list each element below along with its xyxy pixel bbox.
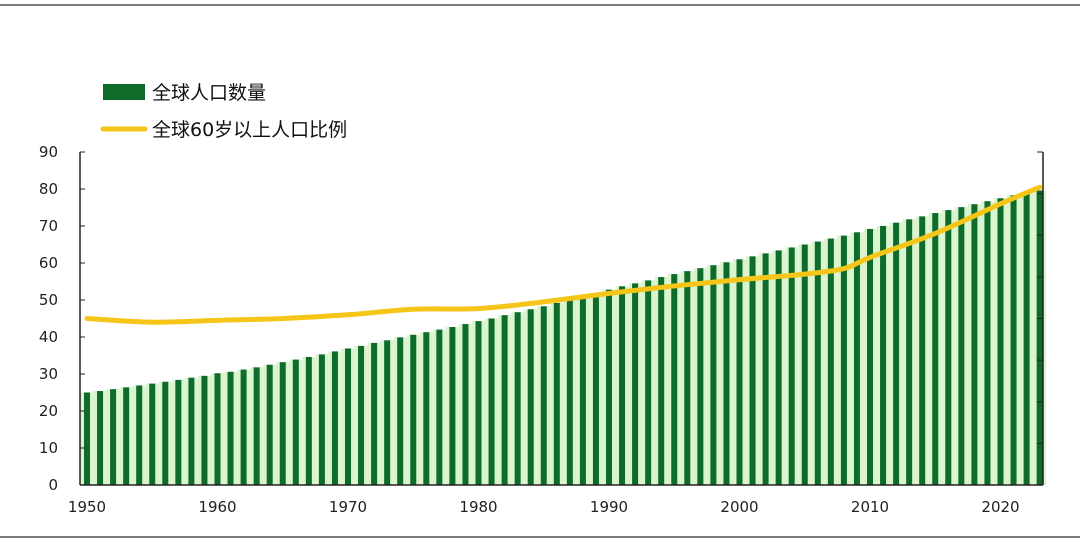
bar	[971, 204, 978, 486]
y-tick-label: 50	[39, 291, 58, 309]
x-tick-label: 1980	[459, 498, 497, 516]
bar	[514, 312, 521, 485]
top-border	[0, 4, 1080, 6]
x-tick-label: 1960	[198, 498, 236, 516]
bar	[110, 389, 117, 485]
legend-swatch-bars	[103, 84, 145, 100]
bar	[227, 371, 234, 485]
bar	[645, 280, 652, 485]
x-tick-label: 2020	[981, 498, 1019, 516]
bar	[436, 329, 443, 485]
y-tick-label: 60	[39, 254, 58, 272]
bar	[932, 213, 939, 486]
bar	[201, 375, 208, 485]
bar	[880, 226, 887, 485]
bar	[867, 228, 873, 485]
bar	[527, 309, 534, 485]
bar	[292, 359, 299, 485]
bar	[958, 207, 965, 485]
bar	[1036, 190, 1043, 486]
bar	[214, 373, 221, 485]
bar	[997, 198, 1004, 485]
bar	[97, 391, 104, 485]
bar	[684, 271, 691, 485]
bar	[566, 299, 573, 485]
bar	[488, 318, 495, 485]
bar	[331, 351, 338, 485]
bottom-border	[0, 536, 1080, 538]
bar	[553, 302, 560, 485]
bar	[449, 327, 456, 485]
bar	[1023, 192, 1030, 485]
bar	[1010, 195, 1017, 486]
x-tick-label: 1970	[329, 498, 367, 516]
bar	[632, 283, 639, 485]
bar	[266, 364, 273, 485]
bar	[358, 345, 365, 485]
bar	[540, 306, 547, 485]
bar	[423, 332, 430, 485]
x-tick-label: 2000	[720, 498, 758, 516]
legend-label-bars: 全球人口数量	[152, 82, 266, 104]
bar	[827, 238, 834, 485]
bar	[710, 265, 717, 485]
bar	[814, 241, 821, 485]
bar	[775, 250, 782, 485]
bar	[397, 337, 404, 485]
y-tick-label: 40	[39, 328, 58, 346]
bar	[279, 362, 286, 485]
legend-label-line: 全球60岁以上人口比例	[152, 119, 347, 141]
bar	[906, 219, 913, 485]
bar	[345, 348, 351, 485]
x-tick-label: 1950	[68, 498, 106, 516]
bar	[945, 210, 952, 485]
bar	[736, 259, 743, 485]
bar	[462, 324, 469, 485]
bar	[671, 274, 678, 485]
bar	[475, 321, 482, 485]
bar	[188, 377, 195, 485]
bar	[410, 334, 417, 485]
bar	[175, 379, 182, 485]
y-tick-label: 10	[39, 439, 58, 457]
x-tick-label: 1990	[590, 498, 628, 516]
y-tick-label: 20	[39, 402, 58, 420]
bar	[84, 392, 90, 485]
y-tick-label: 70	[39, 217, 58, 235]
bar	[501, 315, 508, 485]
series-line	[84, 184, 1043, 325]
y-tick-label: 0	[48, 476, 58, 494]
y-tick-label: 30	[39, 365, 58, 383]
bar	[592, 292, 599, 485]
bar	[240, 369, 247, 485]
bar	[801, 244, 808, 485]
bar	[371, 342, 378, 485]
bar	[697, 268, 704, 485]
y-tick-label: 90	[39, 143, 58, 161]
bar	[136, 385, 143, 485]
bar	[579, 296, 586, 485]
bar	[253, 367, 260, 485]
y-tick-label: 80	[39, 180, 58, 198]
bar	[984, 201, 991, 485]
bar	[723, 262, 730, 485]
bar	[606, 289, 612, 485]
bar	[384, 340, 391, 485]
bar	[919, 216, 926, 485]
bar	[619, 286, 626, 485]
bar	[149, 383, 156, 485]
bar	[853, 232, 860, 485]
bar	[318, 354, 325, 485]
bar	[788, 247, 795, 485]
x-tick-label: 2010	[851, 498, 889, 516]
bar	[162, 381, 169, 485]
bar	[658, 277, 665, 485]
bar	[305, 356, 312, 485]
bar	[893, 222, 900, 486]
bar	[762, 253, 769, 485]
bar	[749, 256, 756, 485]
bar	[123, 387, 130, 485]
bar	[840, 235, 847, 485]
